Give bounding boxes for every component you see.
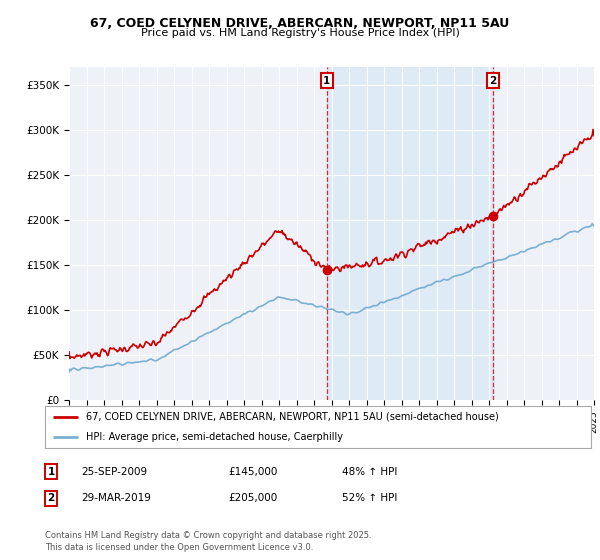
- Text: £205,000: £205,000: [228, 493, 277, 503]
- Text: 2: 2: [490, 76, 497, 86]
- Bar: [327, 67, 493, 400]
- Text: 67, COED CELYNEN DRIVE, ABERCARN, NEWPORT, NP11 5AU (semi-detached house): 67, COED CELYNEN DRIVE, ABERCARN, NEWPOR…: [86, 412, 499, 422]
- Text: 52% ↑ HPI: 52% ↑ HPI: [342, 493, 397, 503]
- Text: Contains HM Land Registry data © Crown copyright and database right 2025.
This d: Contains HM Land Registry data © Crown c…: [45, 531, 371, 552]
- Text: 67, COED CELYNEN DRIVE, ABERCARN, NEWPORT, NP11 5AU: 67, COED CELYNEN DRIVE, ABERCARN, NEWPOR…: [91, 17, 509, 30]
- Text: HPI: Average price, semi-detached house, Caerphilly: HPI: Average price, semi-detached house,…: [86, 432, 343, 442]
- Text: 25-SEP-2009: 25-SEP-2009: [81, 466, 147, 477]
- Text: 29-MAR-2019: 29-MAR-2019: [81, 493, 151, 503]
- Text: 48% ↑ HPI: 48% ↑ HPI: [342, 466, 397, 477]
- Text: 1: 1: [323, 76, 331, 86]
- Text: 2: 2: [47, 493, 55, 503]
- Text: £145,000: £145,000: [228, 466, 277, 477]
- Text: Price paid vs. HM Land Registry's House Price Index (HPI): Price paid vs. HM Land Registry's House …: [140, 28, 460, 38]
- Text: 1: 1: [47, 466, 55, 477]
